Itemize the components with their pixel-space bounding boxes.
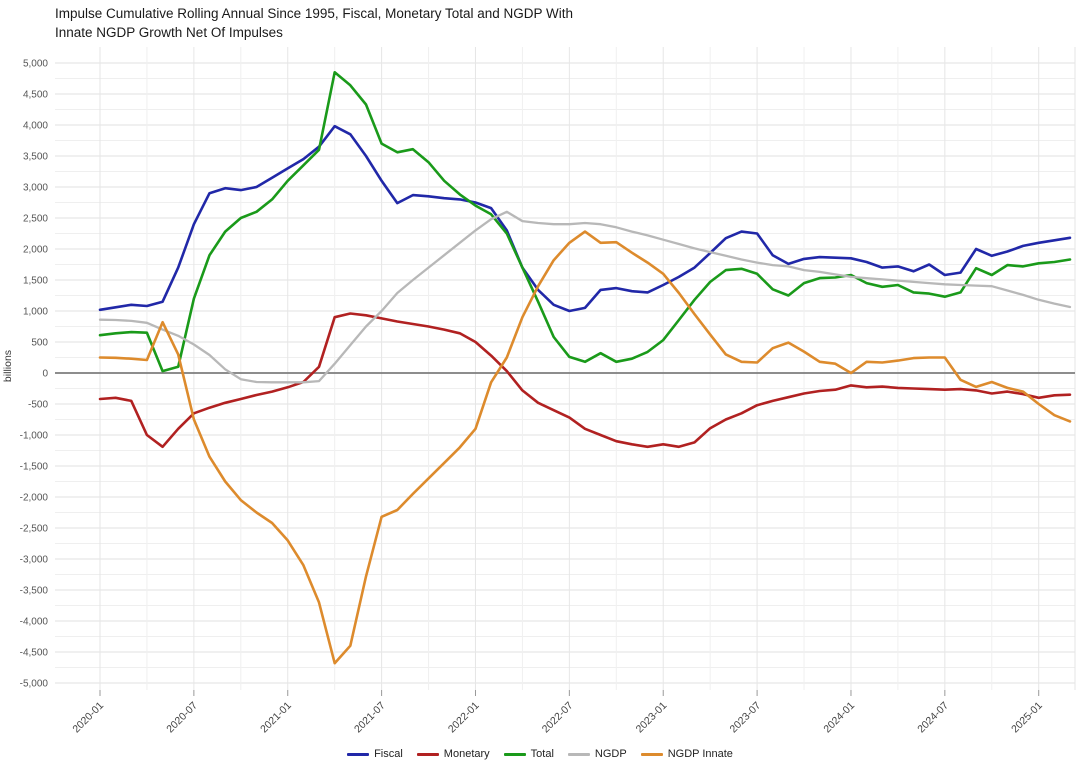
y-tick-label: 5,000 — [23, 59, 48, 70]
y-tick-label: 4,000 — [23, 121, 48, 132]
y-tick-label: -500 — [28, 400, 48, 411]
y-tick-label: -4,500 — [20, 648, 49, 659]
y-tick-label: 2,500 — [23, 214, 48, 225]
legend-swatch-total — [503, 752, 526, 756]
y-tick-label: -5,000 — [20, 679, 49, 690]
legend-swatch-ngdp-innate — [640, 752, 663, 756]
series-line-fiscal — [98, 124, 1072, 313]
legend-swatch-ngdp — [567, 752, 590, 756]
y-tick-label: 500 — [31, 338, 48, 349]
legend-label-fiscal: Fiscal — [374, 748, 403, 760]
y-tick-label: 4,500 — [23, 90, 48, 101]
x-tick-label: 2023-01 — [634, 700, 670, 736]
x-tick-label: 2021-07 — [352, 700, 388, 736]
y-tick-label: -3,000 — [20, 555, 49, 566]
legend-swatch-fiscal — [347, 752, 370, 756]
y-tick-label: -1,500 — [20, 462, 49, 473]
legend-label-ngdp-innate: NGDP Innate — [667, 748, 733, 760]
x-tick-label: 2021-01 — [258, 700, 294, 736]
legend-item-ngdp: NGDP — [567, 748, 627, 760]
chart-title: Impulse Cumulative Rolling Annual Since … — [55, 5, 573, 42]
x-tick-label: 2024-01 — [821, 700, 857, 736]
y-tick-label: -1,000 — [20, 431, 49, 442]
x-tick-label: 2020-07 — [164, 700, 200, 736]
series-line-ngdp — [98, 210, 1072, 384]
series-line-ngdp-innate — [98, 230, 1072, 665]
y-tick-label: 2,000 — [23, 245, 48, 256]
y-axis-label: billions — [2, 349, 14, 383]
x-tick-label: 2024-07 — [915, 700, 951, 736]
x-tick-label: 2022-07 — [540, 700, 576, 736]
legend-item-monetary: Monetary — [416, 748, 490, 760]
y-tick-label: 1,500 — [23, 276, 48, 287]
y-tick-label: 1,000 — [23, 307, 48, 318]
y-tick-label: 3,500 — [23, 152, 48, 163]
y-tick-label: -2,000 — [20, 493, 49, 504]
x-tick-label: 2025-01 — [1009, 700, 1045, 736]
y-tick-label: 3,000 — [23, 183, 48, 194]
y-tick-label: -2,500 — [20, 524, 49, 535]
legend-label-ngdp: NGDP — [594, 748, 627, 760]
x-tick-label: 2022-01 — [446, 700, 482, 736]
chart-title-line1: Impulse Cumulative Rolling Annual Since … — [55, 6, 574, 21]
series-line-total — [98, 71, 1072, 373]
x-tick-label: 2023-07 — [727, 700, 763, 736]
y-tick-label: 0 — [42, 369, 48, 380]
x-tick-label: 2020-01 — [70, 700, 106, 736]
legend-swatch-monetary — [416, 752, 439, 756]
legend-label-monetary: Monetary — [443, 748, 490, 760]
legend-item-fiscal: Fiscal — [347, 748, 403, 760]
y-tick-label: -3,500 — [20, 586, 49, 597]
y-tick-label: -4,000 — [20, 617, 49, 628]
legend-label-total: Total — [530, 748, 554, 760]
series-line-monetary — [98, 312, 1072, 449]
chart-title-line2: Innate NGDP Growth Net Of Impulses — [55, 24, 283, 40]
legend-item-total: Total — [503, 748, 554, 760]
chart-legend: Fiscal Monetary Total NGDP NGDP Innate — [0, 748, 1080, 760]
legend-item-ngdp-innate: NGDP Innate — [640, 748, 733, 760]
